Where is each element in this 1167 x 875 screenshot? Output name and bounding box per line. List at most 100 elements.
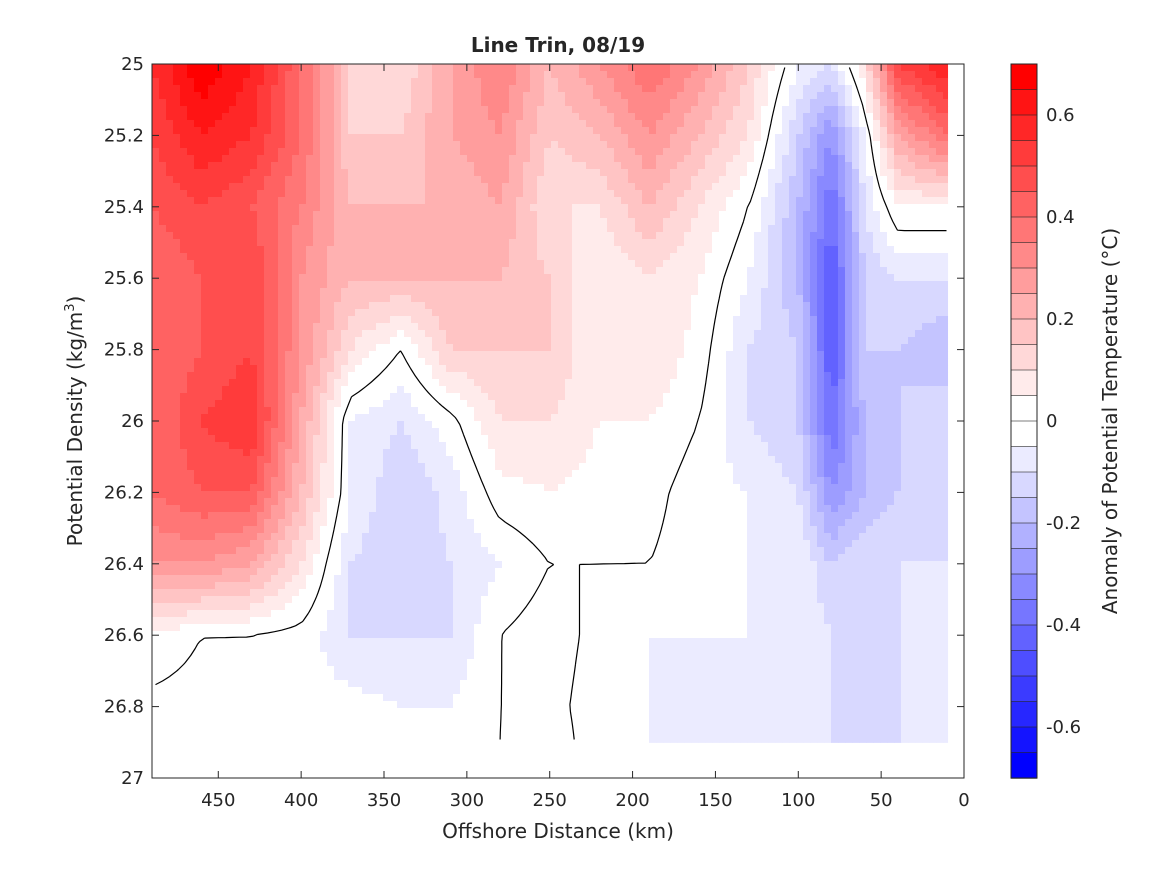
field-cell bbox=[453, 148, 461, 156]
field-cell bbox=[278, 162, 286, 170]
field-cell bbox=[236, 295, 244, 303]
field-cell bbox=[810, 365, 818, 373]
field-cell bbox=[187, 64, 195, 72]
field-cell bbox=[418, 190, 426, 198]
field-cell bbox=[852, 323, 860, 331]
field-cell bbox=[754, 190, 762, 198]
field-cell bbox=[299, 246, 307, 254]
field-cell bbox=[292, 120, 300, 128]
field-cell bbox=[348, 148, 356, 156]
field-cell bbox=[565, 344, 573, 352]
field-cell bbox=[362, 337, 370, 345]
field-cell bbox=[425, 239, 433, 247]
field-cell bbox=[362, 78, 370, 86]
field-cell bbox=[299, 302, 307, 310]
field-cell bbox=[187, 330, 195, 338]
field-cell bbox=[481, 316, 489, 324]
field-cell bbox=[236, 148, 244, 156]
field-cell bbox=[852, 71, 860, 79]
field-cell bbox=[243, 274, 251, 282]
field-cell bbox=[551, 246, 559, 254]
field-cell bbox=[320, 302, 328, 310]
field-cell bbox=[495, 246, 503, 254]
field-cell bbox=[509, 64, 517, 72]
field-cell bbox=[698, 218, 706, 226]
field-cell bbox=[355, 183, 363, 191]
field-cell bbox=[691, 190, 699, 198]
field-cell bbox=[397, 127, 405, 135]
field-cell bbox=[369, 78, 377, 86]
field-cell bbox=[887, 176, 895, 184]
field-cell bbox=[530, 232, 538, 240]
field-cell bbox=[418, 260, 426, 268]
field-cell bbox=[418, 71, 426, 79]
field-cell bbox=[502, 134, 510, 142]
field-cell bbox=[439, 253, 447, 261]
field-cell bbox=[390, 288, 398, 296]
field-cell bbox=[810, 134, 818, 142]
field-cell bbox=[747, 302, 755, 310]
field-cell bbox=[810, 155, 818, 163]
field-cell bbox=[579, 260, 587, 268]
field-cell bbox=[236, 337, 244, 345]
field-cell bbox=[236, 183, 244, 191]
field-cell bbox=[264, 155, 272, 163]
field-cell bbox=[719, 225, 727, 233]
field-cell bbox=[544, 85, 552, 93]
field-cell bbox=[488, 302, 496, 310]
field-cell bbox=[306, 351, 314, 359]
field-cell bbox=[768, 232, 776, 240]
field-cell bbox=[558, 225, 566, 233]
field-cell bbox=[684, 64, 692, 72]
field-cell bbox=[803, 211, 811, 219]
field-cell bbox=[425, 190, 433, 198]
field-cell bbox=[691, 78, 699, 86]
field-cell bbox=[698, 183, 706, 191]
field-cell bbox=[824, 253, 832, 261]
field-cell bbox=[215, 148, 223, 156]
field-cell bbox=[341, 239, 349, 247]
field-cell bbox=[495, 134, 503, 142]
field-cell bbox=[369, 169, 377, 177]
field-cell bbox=[180, 232, 188, 240]
field-cell bbox=[243, 183, 251, 191]
field-cell bbox=[726, 232, 734, 240]
field-cell bbox=[628, 358, 636, 366]
field-cell bbox=[278, 365, 286, 373]
field-cell bbox=[208, 330, 216, 338]
field-cell bbox=[488, 281, 496, 289]
field-cell bbox=[271, 309, 279, 317]
field-cell bbox=[670, 260, 678, 268]
field-cell bbox=[593, 78, 601, 86]
field-cell bbox=[901, 176, 909, 184]
field-cell bbox=[670, 218, 678, 226]
field-cell bbox=[222, 218, 230, 226]
field-cell bbox=[278, 176, 286, 184]
field-cell bbox=[376, 337, 384, 345]
field-cell bbox=[180, 148, 188, 156]
field-cell bbox=[264, 281, 272, 289]
field-cell bbox=[607, 232, 615, 240]
field-cell bbox=[369, 64, 377, 72]
field-cell bbox=[705, 64, 713, 72]
field-cell bbox=[551, 239, 559, 247]
field-cell bbox=[677, 253, 685, 261]
field-cell bbox=[173, 225, 181, 233]
field-cell bbox=[173, 92, 181, 100]
field-cell bbox=[397, 309, 405, 317]
field-cell bbox=[740, 309, 748, 317]
field-cell bbox=[719, 330, 727, 338]
field-cell bbox=[887, 155, 895, 163]
field-cell bbox=[803, 365, 811, 373]
field-cell bbox=[229, 309, 237, 317]
field-cell bbox=[341, 99, 349, 107]
field-cell bbox=[180, 106, 188, 114]
field-cell bbox=[159, 218, 167, 226]
field-cell bbox=[621, 64, 629, 72]
field-cell bbox=[782, 64, 790, 72]
field-cell bbox=[341, 232, 349, 240]
field-cell bbox=[516, 239, 524, 247]
field-cell bbox=[747, 316, 755, 324]
field-cell bbox=[208, 246, 216, 254]
field-cell bbox=[376, 253, 384, 261]
